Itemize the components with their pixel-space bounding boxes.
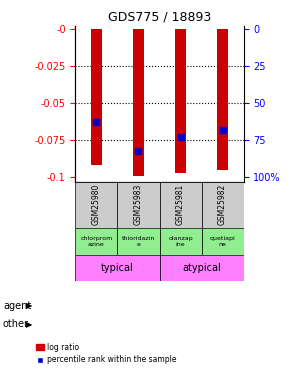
FancyBboxPatch shape (202, 228, 244, 255)
Text: atypical: atypical (182, 263, 221, 273)
Bar (133, 29, 144, 176)
Text: other: other (3, 320, 29, 329)
FancyBboxPatch shape (202, 182, 244, 228)
Bar (91, 29, 102, 165)
FancyBboxPatch shape (160, 182, 202, 228)
Text: GSM25980: GSM25980 (92, 184, 101, 225)
FancyBboxPatch shape (160, 228, 202, 255)
Text: GSM25983: GSM25983 (134, 184, 143, 225)
FancyBboxPatch shape (117, 228, 160, 255)
Bar (175, 29, 186, 173)
FancyBboxPatch shape (160, 255, 244, 281)
Text: ▶: ▶ (26, 320, 32, 329)
Text: quetiapi
ne: quetiapi ne (210, 236, 235, 247)
FancyBboxPatch shape (75, 182, 117, 228)
Text: thioridazin
e: thioridazin e (122, 236, 155, 247)
Text: GSM25982: GSM25982 (218, 184, 227, 225)
Text: chlorprom
azine: chlorprom azine (80, 236, 113, 247)
Bar (217, 29, 228, 170)
Text: GSM25981: GSM25981 (176, 184, 185, 225)
Text: agent: agent (3, 301, 31, 310)
Text: olanzap
ine: olanzap ine (168, 236, 193, 247)
FancyBboxPatch shape (75, 255, 160, 281)
Text: ▶: ▶ (26, 301, 32, 310)
Legend: log ratio, percentile rank within the sample: log ratio, percentile rank within the sa… (33, 339, 180, 368)
FancyBboxPatch shape (117, 182, 160, 228)
FancyBboxPatch shape (75, 228, 117, 255)
Title: GDS775 / 18893: GDS775 / 18893 (108, 11, 211, 24)
Text: typical: typical (101, 263, 134, 273)
